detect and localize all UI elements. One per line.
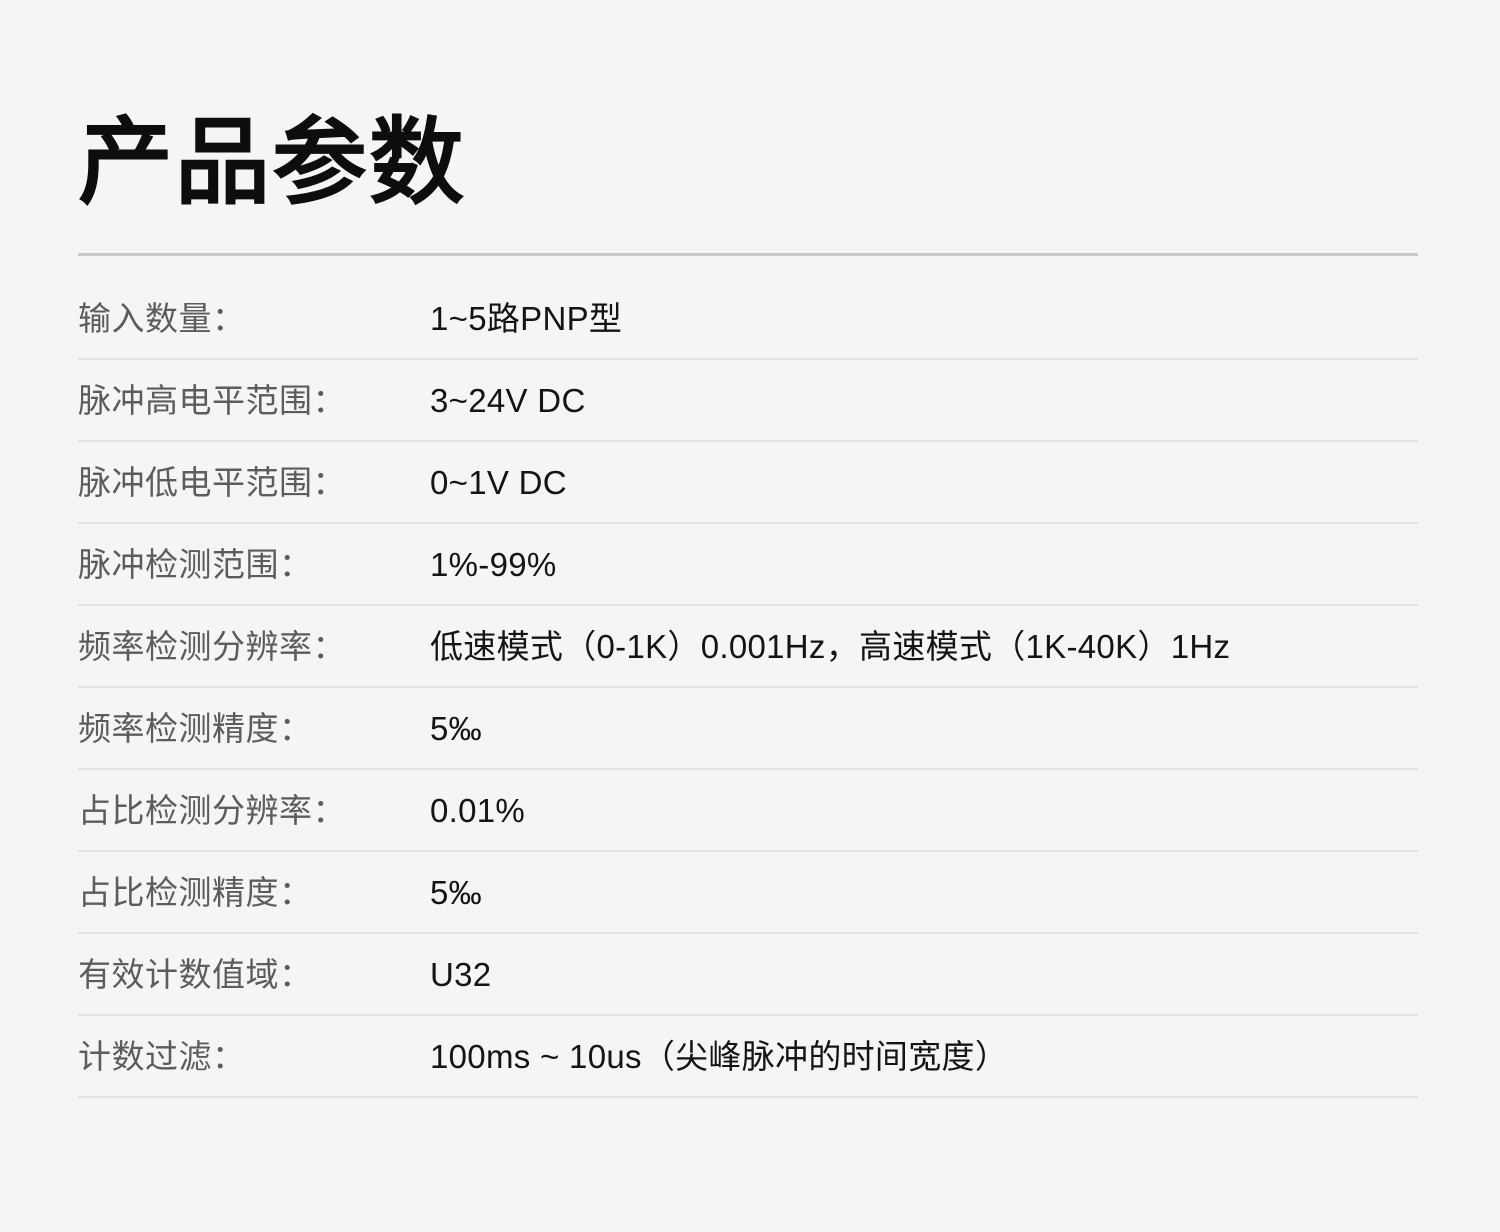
spec-label: 脉冲低电平范围： [78,463,346,501]
spec-value: 5‰ [430,873,482,911]
table-row: 占比检测分辨率： 0.01% [78,770,1418,852]
spec-value: 3~24V DC [430,381,586,419]
spec-label: 脉冲检测范围： [78,545,313,583]
spec-table: 输入数量： 1~5路PNP型 脉冲高电平范围： 3~24V DC 脉冲低电平范围… [78,278,1418,1098]
spec-label: 频率检测精度： [78,709,313,747]
title-block: 产品参数 [78,112,1418,215]
spec-value: 低速模式（0-1K）0.001Hz，高速模式（1K-40K）1Hz [430,627,1231,665]
spec-value: 1~5路PNP型 [430,299,623,337]
table-row: 频率检测精度： 5‰ [78,688,1418,770]
spec-label: 有效计数值域： [78,955,313,993]
spec-label: 脉冲高电平范围： [78,381,346,419]
table-row: 脉冲检测范围： 1%-99% [78,524,1418,606]
spec-value: U32 [430,955,492,993]
spec-value: 100ms ~ 10us（尖峰脉冲的时间宽度） [430,1037,1009,1075]
table-row: 脉冲低电平范围： 0~1V DC [78,442,1418,524]
table-row: 频率检测分辨率： 低速模式（0-1K）0.001Hz，高速模式（1K-40K）1… [78,606,1418,688]
spec-value: 1%-99% [430,545,557,583]
spec-label: 频率检测分辨率： [78,627,346,665]
spec-value: 5‰ [430,709,482,747]
spec-label: 占比检测分辨率： [78,791,346,829]
spec-value: 0~1V DC [430,463,567,501]
spec-label: 计数过滤： [78,1037,246,1075]
spec-label: 占比检测精度： [78,873,313,911]
spec-label: 输入数量： [78,299,246,337]
table-row: 有效计数值域： U32 [78,934,1418,1016]
table-row: 占比检测精度： 5‰ [78,852,1418,934]
table-row: 输入数量： 1~5路PNP型 [78,278,1418,360]
table-row: 脉冲高电平范围： 3~24V DC [78,360,1418,442]
page-title: 产品参数 [78,110,467,216]
table-row: 计数过滤： 100ms ~ 10us（尖峰脉冲的时间宽度） [78,1016,1418,1098]
title-divider [78,253,1418,256]
spec-value: 0.01% [430,791,526,829]
